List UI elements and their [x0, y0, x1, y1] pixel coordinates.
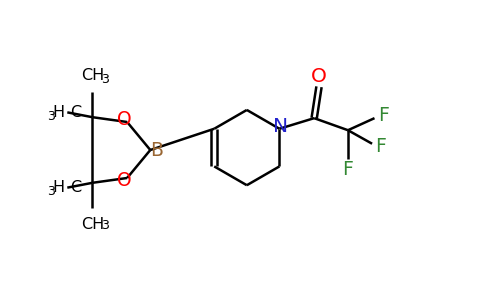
Text: F: F	[343, 160, 353, 179]
Text: F: F	[375, 136, 386, 156]
Text: O: O	[118, 171, 132, 190]
Text: 3: 3	[101, 73, 109, 86]
Text: C: C	[70, 105, 81, 120]
Text: O: O	[311, 67, 327, 86]
Text: N: N	[273, 117, 288, 136]
Text: CH: CH	[81, 68, 104, 83]
Text: H: H	[53, 180, 65, 195]
Text: 3: 3	[47, 185, 55, 199]
Text: F: F	[378, 106, 389, 125]
Text: 3: 3	[47, 110, 55, 123]
Text: 3: 3	[101, 220, 109, 232]
Text: CH: CH	[81, 217, 104, 232]
Text: C: C	[70, 180, 81, 195]
Text: O: O	[118, 110, 132, 129]
Text: H: H	[53, 105, 65, 120]
Text: B: B	[150, 140, 163, 160]
